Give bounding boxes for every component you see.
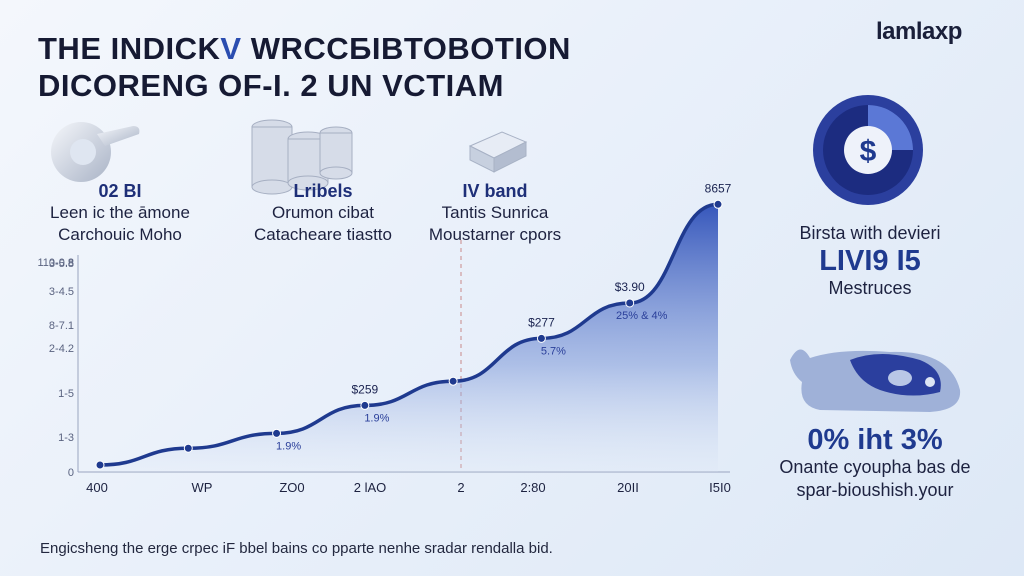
x-tick-label: ZO0 — [279, 480, 304, 495]
stat-3-line2: Moustarner cpors — [428, 225, 562, 244]
stat-1-head: 02 BI — [98, 181, 142, 201]
y-tick-label: 0 — [68, 467, 74, 479]
x-tick-label: WP — [192, 480, 213, 495]
stat-block-2: Lribels Orumon cibat Catacheare tiastto — [218, 180, 428, 246]
data-point — [448, 376, 458, 386]
metric-2-line2: spar-bioushish.your — [796, 480, 954, 500]
y-tick-label: 3-5.8 — [49, 258, 74, 270]
svg-text:$: $ — [860, 135, 877, 168]
metric-1-line2: Mestruces — [828, 278, 912, 298]
data-point — [95, 460, 105, 470]
data-point — [625, 298, 635, 308]
data-percent-label: 1.9% — [364, 412, 389, 424]
stat-3-line1: Tantis Sunrica — [441, 203, 549, 222]
footer-note: Engicsheng the erge crpec iF bbel bains … — [40, 540, 553, 557]
stat-3-head: IV band — [462, 181, 528, 201]
title-part-a: THE INDICK — [38, 31, 221, 66]
data-point — [360, 400, 370, 410]
title-accent: V — [220, 31, 242, 66]
metric-card-1: Birsta with devieri LIVI9 I5 Mestruces — [770, 222, 970, 300]
brand-logo: lamlaxp — [876, 18, 962, 45]
stat-2-line2: Catacheare tiastto — [254, 225, 392, 244]
dollar-gauge-icon: $ — [810, 92, 926, 213]
data-point — [536, 333, 546, 343]
stat-2-head: Lribels — [293, 181, 353, 201]
whale-icon — [780, 330, 970, 425]
data-percent-label: 1.9% — [276, 440, 301, 452]
metric-2-line1: Onante cyoupha bas de — [779, 457, 971, 477]
stat-1-line2: Carchouic Moho — [58, 225, 182, 244]
y-tick-label: 110-0.8 — [38, 257, 75, 269]
y-tick-label: 2-4.2 — [49, 343, 74, 355]
y-tick-label: 8-7.1 — [49, 320, 74, 332]
metric-1-line1: Birsta with devieri — [799, 223, 941, 243]
crystal-box-icon — [462, 126, 532, 181]
y-tick-label: 1-3 — [58, 432, 74, 444]
metric-card-2: 0% iht 3% Onante cyoupha bas de spar-bio… — [760, 424, 990, 502]
coin-stacks-icon — [240, 115, 360, 200]
y-tick-label: 1-5 — [58, 388, 74, 400]
stat-block-3: IV band Tantis Sunrica Moustarner cpors — [390, 180, 600, 246]
data-point — [183, 443, 193, 453]
title-line-1: THE INDICKV WRCCБIBTOBOTION — [38, 30, 571, 67]
data-value-label: 8657 — [705, 181, 732, 195]
stat-2-line1: Orumon cibat — [271, 203, 375, 222]
area-fill — [100, 204, 718, 472]
data-value-label: $3.90 — [615, 280, 645, 294]
y-tick-label: 3-4.5 — [49, 286, 74, 298]
x-tick-label: 2:80 — [520, 480, 545, 495]
x-tick-label: 2 lAO — [354, 480, 387, 495]
metric-2-value: 0% iht 3% — [807, 424, 943, 456]
page-title: THE INDICKV WRCCБIBTOBOTION DICORENG OF-… — [38, 30, 571, 104]
metric-1-value: LIVI9 I5 — [819, 245, 921, 277]
data-percent-label: 25% & 4% — [616, 310, 668, 322]
title-part-c: WRCCБIBTOBOTION — [241, 31, 571, 66]
data-value-label: $259 — [352, 382, 379, 396]
stat-1-line1: Leen ic the āmone — [50, 203, 190, 222]
x-tick-label: 2 — [457, 480, 464, 495]
x-tick-label: 400 — [86, 480, 108, 495]
stat-block-1: 02 BI Leen ic the āmone Carchouic Moho — [20, 180, 220, 246]
data-point — [713, 199, 723, 209]
x-tick-label: 20II — [617, 480, 639, 495]
title-line-2: DICORENG OF-I. 2 UN VCTIAM — [38, 68, 504, 103]
toggle-ring-icon — [45, 112, 155, 197]
data-value-label: $277 — [528, 315, 555, 329]
data-point — [272, 428, 282, 438]
data-percent-label: 5.7% — [541, 345, 566, 357]
x-tick-label: I5I0 — [709, 480, 731, 495]
